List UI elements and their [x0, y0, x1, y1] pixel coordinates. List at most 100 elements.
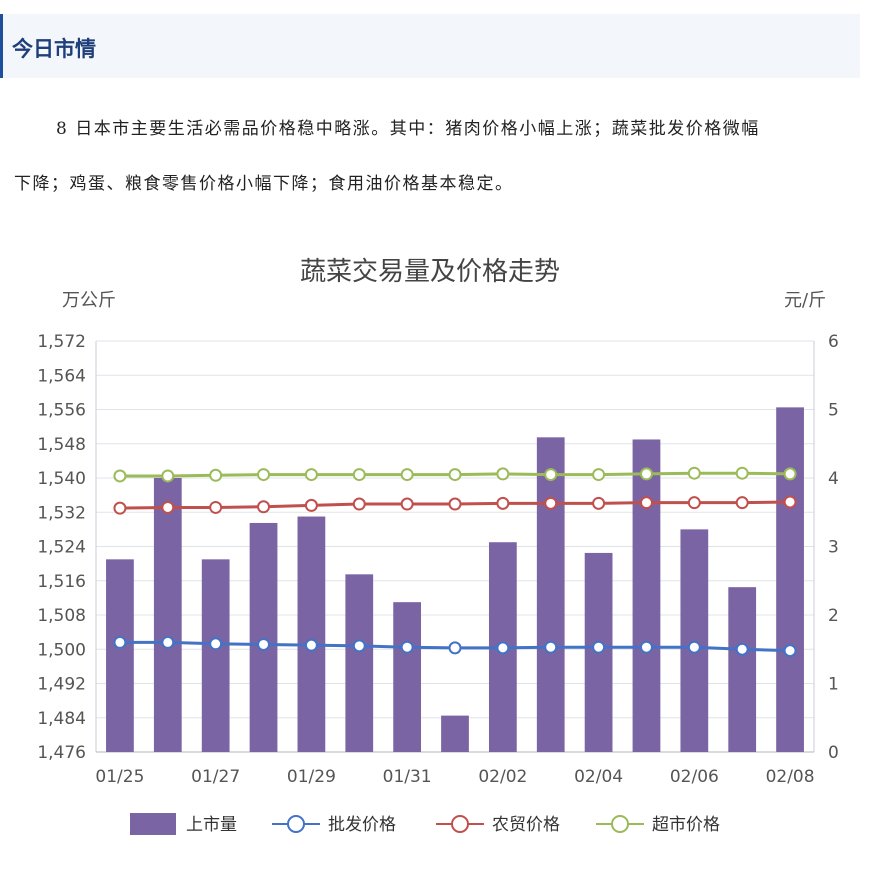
farmers-market-price-point	[783, 495, 797, 509]
wholesale-price-point	[304, 638, 318, 652]
legend-supermarket-marker	[611, 815, 629, 833]
right-axis-unit: 元/斤	[784, 290, 826, 311]
y-right-tick-label: 6	[828, 332, 839, 352]
plot-area: 1,572 1,564 1,556 1,548 1,540 1,532 1,524 1,516…	[37, 332, 839, 787]
wholesale-price-point	[687, 640, 701, 654]
chart-legend: 上市量 批发价格 农贸价格 超市价格	[130, 813, 720, 835]
bar	[106, 559, 134, 752]
farmers-market-price-point	[544, 496, 558, 510]
bar	[345, 574, 374, 752]
summary-line-2: 下降；鸡蛋、粮食零售价格小幅下降；食用油价格基本稳定。	[14, 174, 514, 194]
y-left-tick-label: 1,556	[37, 401, 86, 421]
bar	[393, 602, 422, 752]
x-tick-label: 02/04	[574, 767, 623, 787]
y-right-tick-label: 1	[828, 675, 839, 695]
y-left-tick-label: 1,532	[37, 503, 86, 523]
legend-bar-volume-label: 上市量	[186, 815, 237, 835]
supermarket-price-point	[496, 467, 510, 481]
wholesale-price-point	[113, 635, 127, 649]
farmers-market-price-point	[400, 497, 414, 511]
y-left-tick-label: 1,484	[37, 709, 86, 729]
bar	[632, 439, 661, 752]
bar	[249, 522, 278, 752]
bar	[776, 407, 804, 752]
header-accent	[0, 14, 3, 78]
bar	[680, 529, 709, 752]
y-left-tick-label: 1,516	[37, 572, 86, 592]
y-left-tick-label: 1,564	[37, 366, 86, 386]
farmers-market-price-point	[161, 500, 175, 514]
supermarket-price-point	[687, 466, 701, 480]
header-band	[0, 14, 860, 78]
left-axis-unit: 万公斤	[62, 290, 116, 311]
y-right-tick-label: 4	[828, 469, 839, 489]
legend-wholesale-marker	[287, 815, 305, 833]
farmers-market-price-point	[687, 496, 701, 510]
chart-title: 蔬菜交易量及价格走势	[300, 257, 560, 287]
supermarket-price-point	[400, 468, 414, 482]
supermarket-price-point	[783, 467, 797, 481]
farmers-market-price-point	[496, 496, 510, 510]
bar	[201, 559, 230, 752]
y-right-tick-label: 0	[828, 743, 839, 763]
x-tick-label: 02/06	[670, 767, 719, 787]
x-tick-label: 01/25	[95, 767, 144, 787]
legend-wholesale-label: 批发价格	[328, 815, 396, 835]
farmers-market-price-point	[257, 500, 271, 514]
farmers-market-price-point	[448, 497, 462, 511]
supermarket-price-point	[209, 468, 223, 482]
page-title: 今日市情	[12, 37, 96, 61]
x-tick-label: 02/08	[766, 767, 815, 787]
legend-farmers-market-marker	[451, 815, 469, 833]
farmers-market-price-point	[304, 498, 318, 512]
wholesale-price-point	[209, 637, 223, 651]
wholesale-price-point	[544, 640, 558, 654]
supermarket-price-point	[113, 469, 127, 483]
y-left-tick-label: 1,548	[37, 435, 86, 455]
wholesale-price-point	[257, 637, 271, 651]
supermarket-price-point	[304, 468, 318, 482]
legend-bar-volume-swatch	[130, 813, 176, 835]
farmers-market-price-point	[113, 501, 127, 515]
y-left-tick-label: 1,500	[37, 640, 86, 660]
wholesale-price-point	[352, 639, 366, 653]
y-left-tick-label: 1,524	[37, 538, 86, 558]
y-left-tick-label: 1,540	[37, 469, 86, 489]
wholesale-price-point	[496, 641, 510, 655]
y-right-tick-label: 3	[828, 538, 839, 558]
y-right-tick-label: 5	[828, 401, 839, 421]
farmers-market-price-point	[735, 496, 749, 510]
summary-line-1: 8 日本市主要生活必需品价格稳中略涨。其中：猪肉价格小幅上涨；蔬菜批发价格微幅	[56, 119, 760, 139]
wholesale-price-point	[783, 644, 797, 658]
x-tick-label: 01/27	[191, 767, 240, 787]
supermarket-price-point	[257, 468, 271, 482]
x-tick-label: 02/02	[478, 767, 527, 787]
x-tick-label: 01/29	[287, 767, 336, 787]
bar	[728, 587, 757, 752]
x-tick-label: 01/31	[383, 767, 432, 787]
y-left-tick-label: 1,572	[37, 332, 86, 352]
bar	[297, 516, 326, 752]
farmers-market-price-point	[639, 496, 653, 510]
bar	[441, 715, 469, 752]
supermarket-price-point	[544, 468, 558, 482]
supermarket-price-point	[161, 469, 175, 483]
bar	[536, 437, 565, 752]
y-right-tick-label: 2	[828, 606, 839, 626]
wholesale-price-point	[735, 642, 749, 656]
legend-farmers-market-label: 农贸价格	[492, 815, 560, 835]
y-left-tick-label: 1,476	[37, 743, 86, 763]
supermarket-price-point	[448, 468, 462, 482]
bar	[153, 478, 182, 752]
wholesale-price-point	[161, 635, 175, 649]
farmers-market-price-point	[352, 497, 366, 511]
y-left-tick-label: 1,508	[37, 606, 86, 626]
supermarket-price-point	[639, 467, 653, 481]
wholesale-price-point	[400, 640, 414, 654]
farmers-market-price-point	[592, 496, 606, 510]
supermarket-price-point	[352, 468, 366, 482]
wholesale-price-point	[592, 640, 606, 654]
supermarket-price-point	[735, 466, 749, 480]
vegetable-trade-chart: 蔬菜交易量及价格走势 万公斤 元/斤 1,5721,5641,5561,5481…	[37, 257, 839, 835]
supermarket-price-point	[592, 468, 606, 482]
